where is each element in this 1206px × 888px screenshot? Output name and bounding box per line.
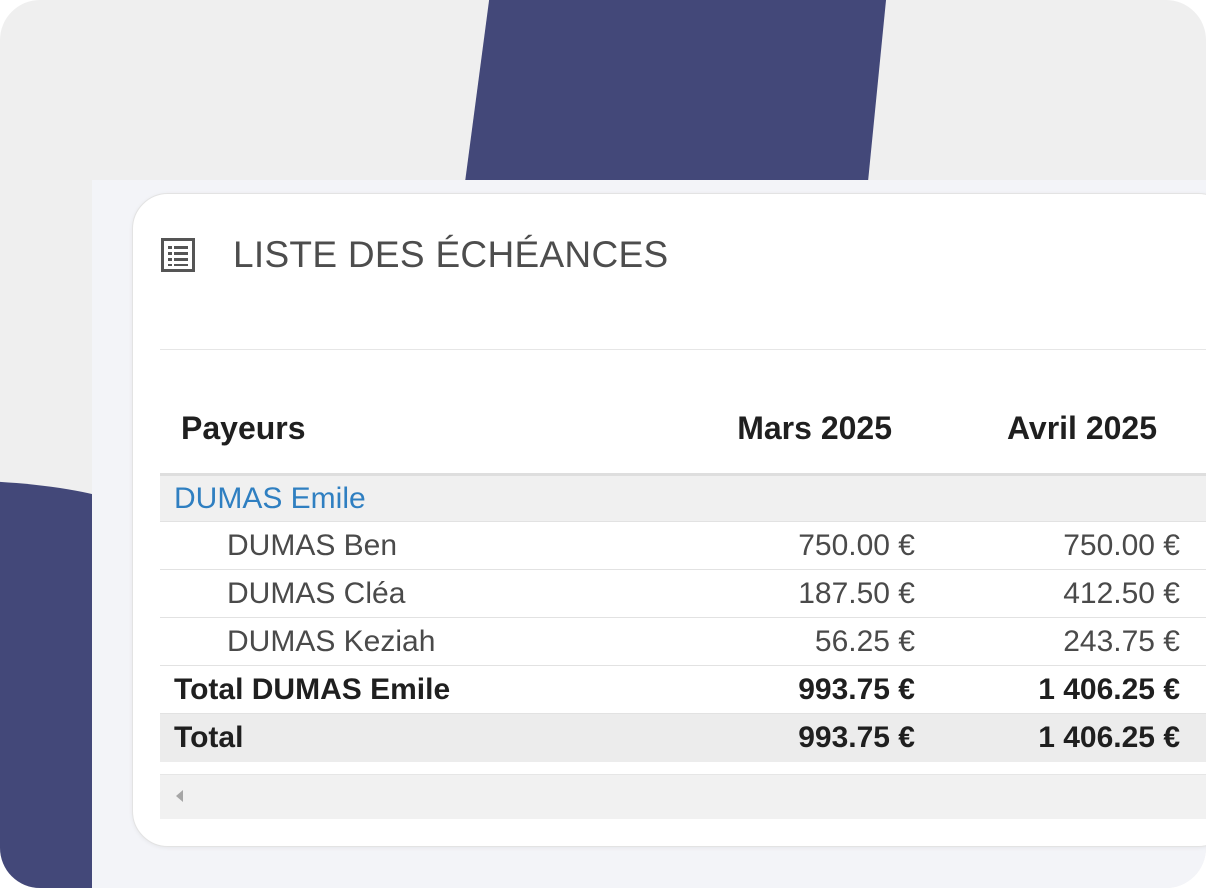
schedule-table: Payeurs Mars 2025 Avril 2025 DUMAS Emile… — [160, 384, 1206, 762]
header-april-2025[interactable]: Avril 2025 — [1006, 410, 1157, 446]
amount-march: 750.00 € — [798, 528, 915, 562]
group-row[interactable]: DUMAS Emile — [160, 476, 1206, 522]
table-row: DUMAS Cléa 187.50 € 412.50 € — [160, 570, 1206, 618]
card-header: LISTE DES ÉCHÉANCES — [161, 230, 668, 280]
total-label: Total — [174, 721, 244, 754]
payer-name: DUMAS Keziah — [227, 624, 436, 658]
subtotal-march: 993.75 € — [798, 672, 915, 706]
table-header-row: Payeurs Mars 2025 Avril 2025 — [160, 384, 1206, 476]
list-icon — [161, 238, 195, 272]
total-row: Total 993.75 € 1 406.25 € — [160, 714, 1206, 762]
amount-april: 750.00 € — [1063, 528, 1180, 562]
card-title: LISTE DES ÉCHÉANCES — [233, 234, 669, 275]
scroll-left-arrow-icon[interactable] — [176, 790, 183, 802]
total-march: 993.75 € — [798, 721, 915, 754]
subtotal-label: Total DUMAS Emile — [174, 672, 451, 706]
table-row: DUMAS Ben 750.00 € 750.00 € — [160, 522, 1206, 570]
amount-april: 412.50 € — [1063, 576, 1180, 610]
payer-name: DUMAS Cléa — [227, 576, 406, 610]
table-row: DUMAS Keziah 56.25 € 243.75 € — [160, 618, 1206, 666]
schedule-card: LISTE DES ÉCHÉANCES Payeurs Mars 2025 Av… — [132, 193, 1206, 847]
subtotal-april: 1 406.25 € — [1038, 672, 1180, 706]
amount-march: 187.50 € — [798, 576, 915, 610]
payer-name: DUMAS Ben — [227, 528, 398, 562]
header-march-2025[interactable]: Mars 2025 — [737, 410, 892, 446]
amount-april: 243.75 € — [1063, 624, 1180, 658]
subtotal-row: Total DUMAS Emile 993.75 € 1 406.25 € — [160, 666, 1206, 714]
horizontal-scrollbar[interactable] — [160, 774, 1206, 819]
header-payers[interactable]: Payeurs — [181, 410, 306, 446]
amount-march: 56.25 € — [814, 624, 915, 658]
title-divider — [160, 349, 1206, 350]
total-april: 1 406.25 € — [1038, 721, 1180, 754]
group-name[interactable]: DUMAS Emile — [174, 481, 366, 515]
